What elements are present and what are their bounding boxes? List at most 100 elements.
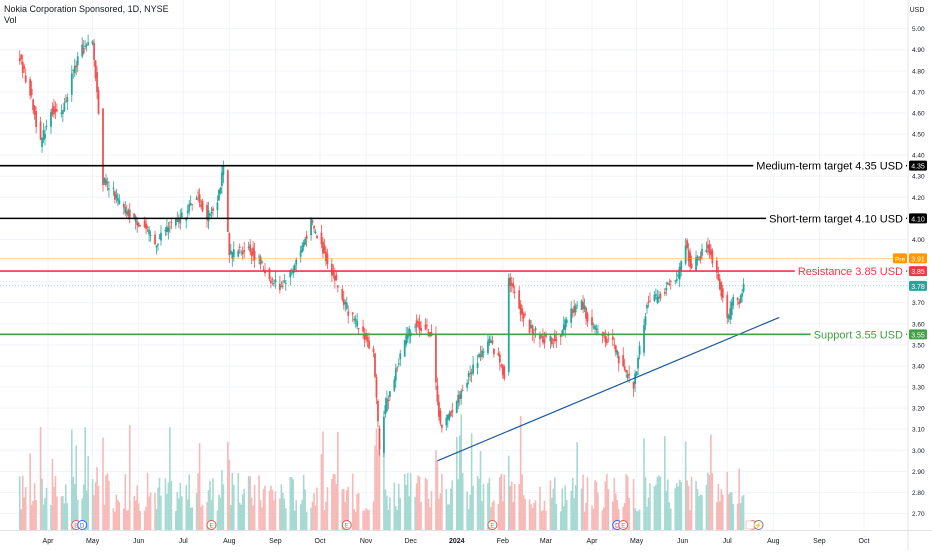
candle-body <box>124 207 127 213</box>
candle-body <box>730 302 733 315</box>
candle-body <box>91 41 94 45</box>
volume-label[interactable]: Vol <box>4 15 17 25</box>
volume-bar <box>565 499 568 530</box>
currency-label[interactable]: USD <box>910 7 925 14</box>
candle-body <box>488 338 491 344</box>
volume-bar <box>614 493 617 530</box>
volume-bar <box>76 499 79 530</box>
y-tick-label: 4.90 <box>912 47 925 54</box>
volume-bar <box>117 499 119 530</box>
candle-body <box>35 111 38 127</box>
volume-bar <box>247 476 250 530</box>
volume-bar <box>665 490 668 530</box>
volume-bar <box>512 502 515 530</box>
volume-bar <box>50 505 52 530</box>
axis-tag-text: 4.10 <box>911 216 925 223</box>
volume-bar <box>438 498 440 530</box>
volume-bar <box>384 489 387 530</box>
candle-body <box>680 261 683 272</box>
volume-bar <box>103 504 106 530</box>
candle-body <box>154 234 156 245</box>
event-badge-e[interactable] <box>487 520 498 530</box>
volume-bar <box>232 484 235 530</box>
volume-bar <box>198 443 201 530</box>
y-tick-label: 4.30 <box>912 174 925 181</box>
volume-bar <box>134 500 137 530</box>
candle-body <box>262 269 265 271</box>
candle-body <box>259 256 262 265</box>
volume-bar <box>139 510 141 530</box>
volume-bar <box>158 477 161 530</box>
candle-body <box>528 319 531 333</box>
volume-bar <box>403 473 406 530</box>
candle-body <box>613 344 616 346</box>
volume-bar <box>690 477 693 530</box>
candle-body <box>186 210 189 214</box>
candle-body <box>435 334 437 383</box>
y-tick-label: 4.70 <box>912 89 925 96</box>
volume-bar <box>374 445 376 530</box>
volume-bar <box>710 434 712 530</box>
candle-body <box>513 291 516 293</box>
volume-bar <box>503 474 506 530</box>
volume-bar <box>176 491 179 530</box>
volume-bar <box>32 500 34 530</box>
symbol-title[interactable]: Nokia Corporation Sponsored, 1D, NYSE <box>4 4 169 14</box>
volume-bar <box>238 502 241 530</box>
candle-body <box>668 283 671 286</box>
volume-bar <box>738 468 740 530</box>
candle-body <box>559 334 562 338</box>
candle-body <box>20 54 23 60</box>
volume-bar <box>699 494 702 530</box>
event-badge-e[interactable] <box>341 520 352 530</box>
x-tick-label: Jul <box>723 538 732 545</box>
candle-body <box>521 308 524 314</box>
volume-bar <box>30 504 33 530</box>
candle-body <box>167 227 170 232</box>
event-badge-e[interactable] <box>618 520 629 530</box>
volume-bar <box>451 480 454 530</box>
candle-body <box>666 283 669 285</box>
volume-bar <box>729 492 732 530</box>
volume-bar <box>378 445 381 530</box>
event-badge-e[interactable] <box>206 520 217 530</box>
upcoming-earnings-marker[interactable] <box>745 520 755 530</box>
volume-bar <box>164 478 167 530</box>
candle-body <box>726 294 729 319</box>
candle-body <box>736 297 739 300</box>
volume-bar <box>669 508 672 530</box>
volume-bar <box>240 504 243 530</box>
y-tick-label: 4.80 <box>912 68 925 75</box>
volume-bar <box>564 485 567 530</box>
volume-bar <box>531 508 534 530</box>
volume-bar <box>66 503 69 530</box>
volume-bar <box>470 433 473 530</box>
volume-bar <box>166 494 168 530</box>
candle-body <box>739 295 742 304</box>
volume-bar <box>405 485 408 530</box>
candle-body <box>611 336 614 340</box>
support-trendline[interactable] <box>437 316 780 462</box>
volume-bar <box>170 480 173 530</box>
volume-bar <box>513 483 516 530</box>
event-badge-letter: E <box>490 524 494 530</box>
volume-bar <box>457 479 460 530</box>
candle-body <box>237 250 240 257</box>
event-badge-d[interactable] <box>77 520 88 530</box>
volume-bar <box>742 494 745 530</box>
candle-body <box>29 79 32 96</box>
volume-bar <box>23 497 26 530</box>
candle-body <box>278 283 281 290</box>
volume-bar <box>420 501 422 530</box>
candle-body <box>145 223 147 229</box>
candle-body <box>232 249 235 257</box>
level-label-resistance-3-85-usd: Resistance 3.85 USD <box>798 266 903 278</box>
volume-bar <box>490 506 492 530</box>
candle-body <box>616 350 619 355</box>
candle-body <box>33 106 36 115</box>
candle-body <box>570 308 573 323</box>
candle-body <box>42 130 45 140</box>
candle-body <box>206 204 208 220</box>
volume-bar <box>91 479 94 530</box>
